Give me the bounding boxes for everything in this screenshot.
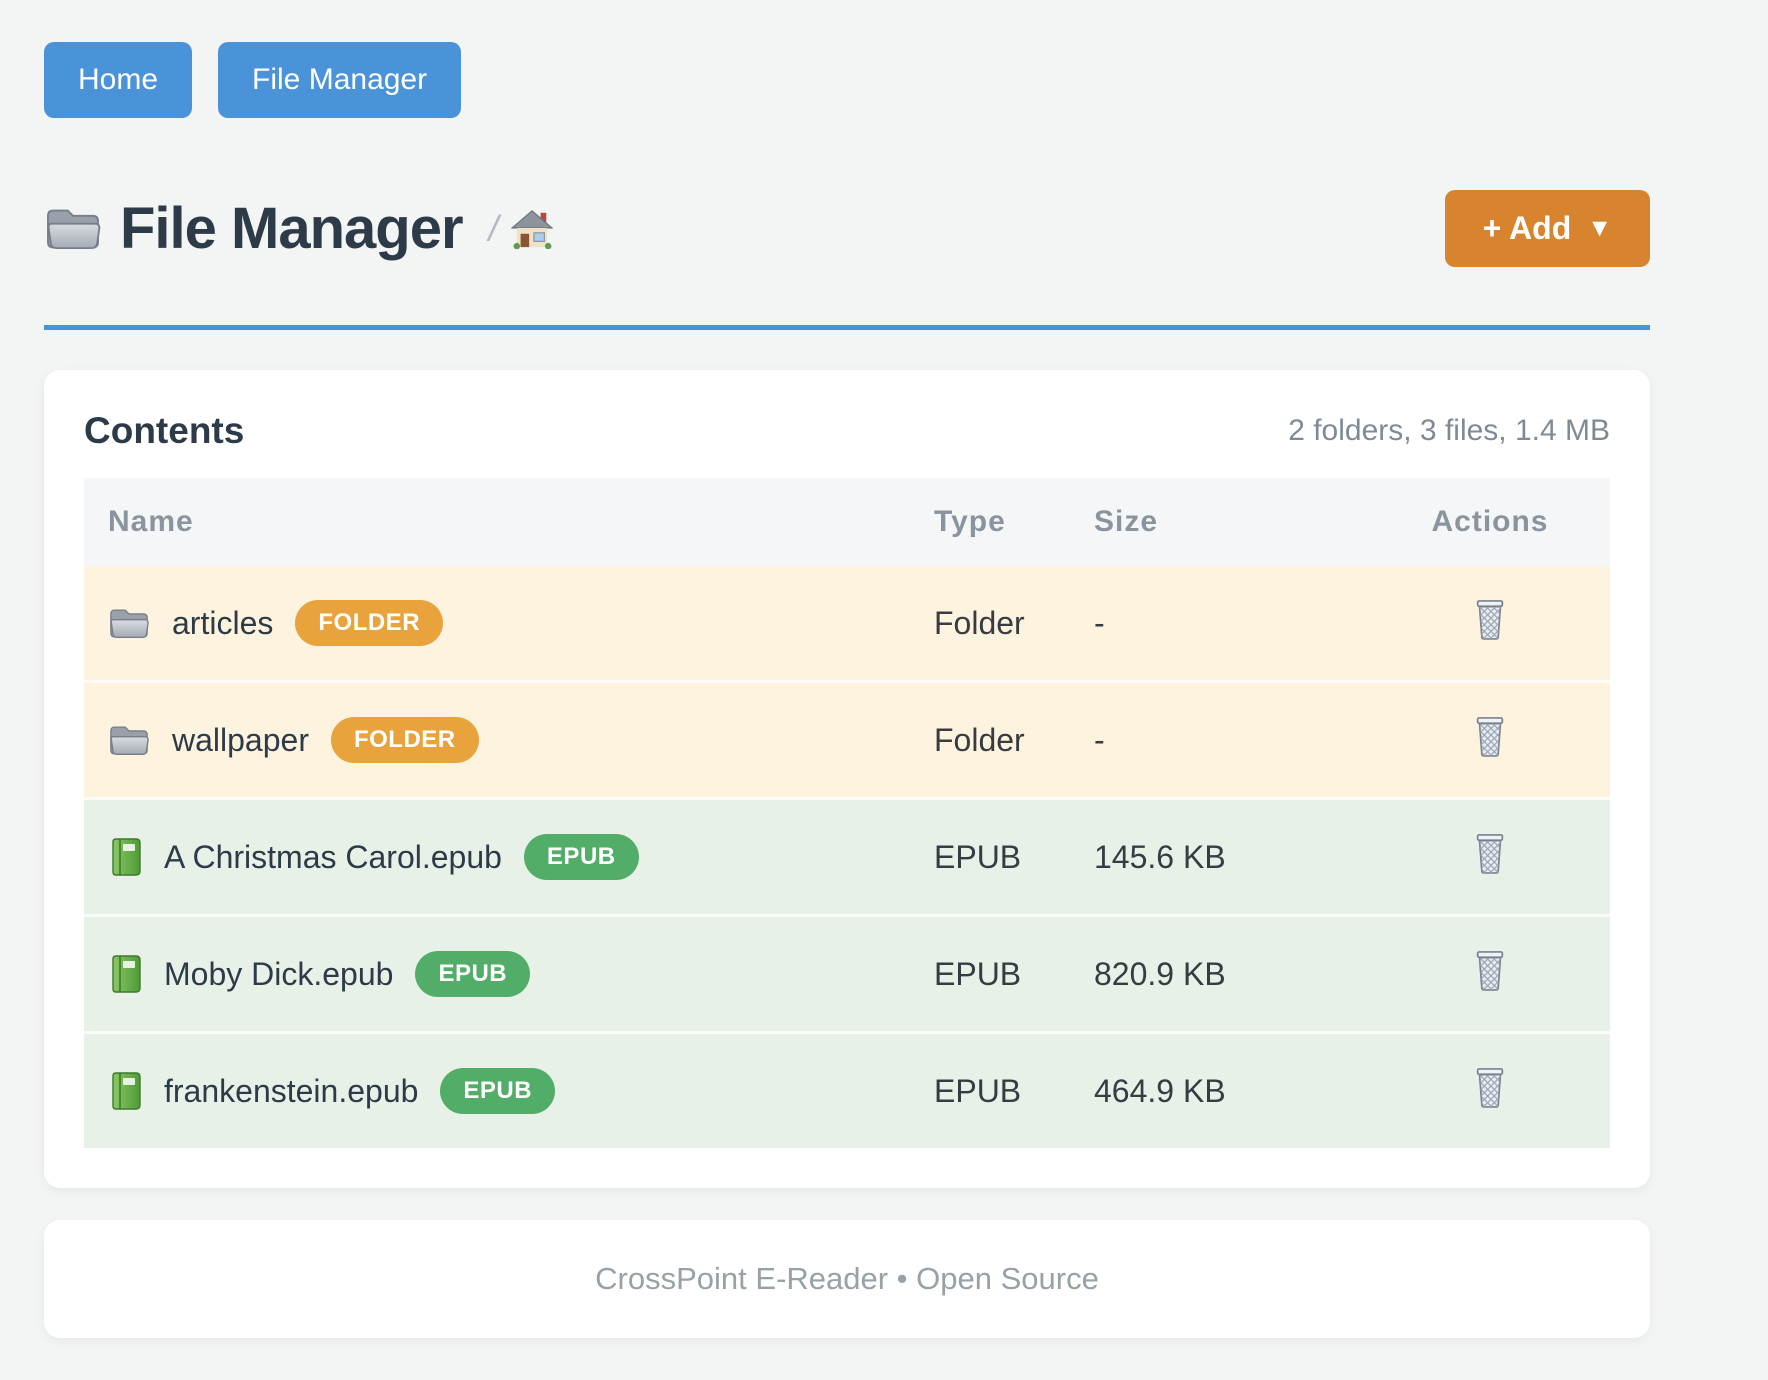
caret-down-icon: ▼ [1587,214,1612,242]
file-name-link[interactable]: Moby Dick.epub [164,955,394,992]
table-header-row: Name Type Size Actions [84,478,1610,566]
add-button-label: + Add [1482,210,1572,246]
size-cell: 464.9 KB [1070,1031,1370,1148]
top-nav: Home File Manager [44,42,1650,118]
delete-button[interactable] [1471,1066,1509,1108]
nav-home-button[interactable]: Home [44,42,193,118]
book-icon [108,837,142,877]
footer-text: CrossPoint E-Reader • Open Source [595,1261,1099,1296]
house-icon[interactable] [510,209,553,249]
contents-heading: Contents [84,410,245,451]
size-cell: - [1070,680,1370,799]
type-badge: EPUB [415,951,531,997]
nav-file-manager-button[interactable]: File Manager [218,42,462,118]
footer: CrossPoint E-Reader • Open Source [44,1220,1650,1338]
column-header-name: Name [84,478,910,566]
size-cell: 145.6 KB [1070,797,1370,916]
table-row: Moby Dick.epub EPUB EPUB 820.9 KB [84,914,1610,1033]
type-badge: FOLDER [330,717,479,763]
folder-icon [108,723,150,758]
breadcrumb-separator: / [488,207,499,249]
trash-icon [1471,600,1509,643]
type-cell: Folder [910,680,1070,799]
type-cell: EPUB [910,1031,1070,1148]
title-divider [44,325,1650,330]
trash-icon [1471,717,1509,760]
type-badge: FOLDER [295,600,444,646]
delete-button[interactable] [1471,949,1509,991]
delete-button[interactable] [1471,598,1509,640]
size-cell: 820.9 KB [1070,914,1370,1033]
book-icon [108,954,142,994]
file-name-link[interactable]: A Christmas Carol.epub [164,838,502,875]
trash-icon [1471,834,1509,877]
folder-icon [108,606,150,641]
column-header-actions: Actions [1370,478,1610,566]
trash-icon [1471,1068,1509,1111]
table-row: frankenstein.epub EPUB EPUB 464.9 KB [84,1031,1610,1148]
add-button[interactable]: + Add ▼ [1444,190,1650,267]
contents-card: Contents 2 folders, 3 files, 1.4 MB Name… [44,370,1650,1188]
file-name-link[interactable]: frankenstein.epub [164,1072,419,1109]
page-header: File Manager / + Add ▼ [44,190,1650,267]
folder-icon [44,205,102,253]
size-cell: - [1094,604,1105,641]
file-name-link[interactable]: articles [172,604,274,641]
table-row: A Christmas Carol.epub EPUB EPUB 145.6 K… [84,797,1610,916]
type-cell: EPUB [910,914,1070,1033]
column-header-type: Type [910,478,1070,566]
type-cell: EPUB [910,797,1070,916]
delete-button[interactable] [1471,715,1509,757]
page-title: File Manager [120,196,464,261]
table-body: articles FOLDER Folder - [84,566,1610,1148]
column-header-size: Size [1070,478,1370,566]
file-name-link[interactable]: wallpaper [172,721,309,758]
files-table: Name Type Size Actions [84,478,1610,1148]
book-icon [108,1071,142,1111]
table-row: articles FOLDER Folder - [84,566,1610,682]
type-badge: EPUB [523,834,639,880]
type-badge: EPUB [440,1068,556,1114]
contents-summary: 2 folders, 3 files, 1.4 MB [1288,414,1610,447]
table-row: wallpaper FOLDER Folder - [84,680,1610,799]
delete-button[interactable] [1471,832,1509,874]
type-cell: Folder [934,604,1025,641]
trash-icon [1471,951,1509,994]
page: Home File Manager File Manager / [44,0,1650,1338]
